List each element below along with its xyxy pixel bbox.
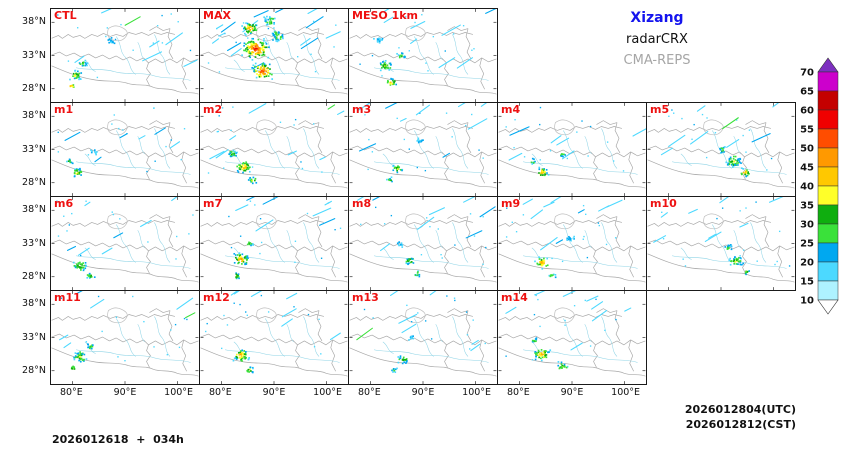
- map-panel-m1: m1: [50, 102, 200, 197]
- colorbar: 70 65 60 55 50 45 40 35 30 25 20 15 10: [792, 56, 840, 322]
- map-panel-m12: m12: [199, 290, 349, 385]
- y-axis-label: 33°N: [22, 331, 46, 343]
- colorbar-tick-label: 30: [800, 220, 814, 231]
- y-axis-label: 38°N: [22, 109, 46, 121]
- map-panel-m11: m11: [50, 290, 200, 385]
- x-axis-label: 90°E: [262, 387, 286, 398]
- map-panel-m10: m10: [646, 196, 796, 291]
- map-panel-m9: m9: [497, 196, 647, 291]
- panel-label: m14: [501, 291, 528, 304]
- map-panel-CTL: CTL: [50, 8, 200, 103]
- x-axis-label: 100°E: [611, 387, 641, 398]
- map-panel-m5: m5: [646, 102, 796, 197]
- panel-label: m12: [203, 291, 230, 304]
- x-axis-label: 100°E: [164, 387, 194, 398]
- x-axis-label: 90°E: [560, 387, 584, 398]
- colorbar-tick-label: 45: [800, 163, 814, 174]
- panel-label: m13: [352, 291, 379, 304]
- map-panel-m6: m6: [50, 196, 200, 291]
- map-panel-m14: m14: [497, 290, 647, 385]
- panel-label: m8: [352, 197, 372, 210]
- map-panel-m3: m3: [348, 102, 498, 197]
- x-axis-label: 80°E: [357, 387, 381, 398]
- colorbar-tick-label: 40: [800, 182, 814, 193]
- map-panel-m7: m7: [199, 196, 349, 291]
- map-panel-m4: m4: [497, 102, 647, 197]
- map-panel-MAX: MAX: [199, 8, 349, 103]
- legend-product: radarCRX: [626, 32, 688, 47]
- colorbar-tick-label: 15: [800, 277, 814, 288]
- panel-label: m2: [203, 103, 223, 116]
- y-axis-label: 38°N: [22, 203, 46, 215]
- y-axis-label: 28°N: [22, 83, 46, 95]
- panel-label: m10: [650, 197, 677, 210]
- legend: Xizang radarCRX CMA-REPS: [598, 10, 716, 68]
- map-panel-m2: m2: [199, 102, 349, 197]
- panel-label: m7: [203, 197, 223, 210]
- panel-label: m5: [650, 103, 670, 116]
- colorbar-tick-label: 25: [800, 239, 814, 250]
- valid-time-utc: 2026012804(UTC): [684, 403, 796, 416]
- x-axis-label: 100°E: [462, 387, 492, 398]
- colorbar-tick-label: 50: [800, 144, 814, 155]
- footer-valid-times: 2026012804(UTC) 2026012812(CST): [640, 402, 796, 432]
- colorbar-tick-label: 70: [800, 68, 814, 79]
- map-panel-MESO-1km: MESO 1km: [348, 8, 498, 103]
- x-axis-label: 90°E: [411, 387, 435, 398]
- panel-label: m3: [352, 103, 372, 116]
- colorbar-tick-label: 65: [800, 87, 814, 98]
- colorbar-tick-label: 60: [800, 106, 814, 117]
- y-axis-label: 33°N: [22, 237, 46, 249]
- panel-label: MESO 1km: [352, 9, 418, 22]
- y-axis-label: 28°N: [22, 365, 46, 377]
- panel-label: CTL: [54, 9, 77, 22]
- panel-label: MAX: [203, 9, 231, 22]
- y-axis-label: 28°N: [22, 177, 46, 189]
- x-axis-label: 90°E: [113, 387, 137, 398]
- x-axis-label: 80°E: [208, 387, 232, 398]
- colorbar-tick-label: 20: [800, 258, 814, 269]
- panel-label: m11: [54, 291, 81, 304]
- legend-system: CMA-REPS: [623, 53, 691, 68]
- init-time-utc: 2026012618 + 034h: [52, 433, 184, 446]
- x-axis-label: 80°E: [506, 387, 530, 398]
- valid-time-cst: 2026012812(CST): [685, 418, 796, 431]
- x-axis-label: 100°E: [313, 387, 343, 398]
- y-axis-label: 38°N: [22, 15, 46, 27]
- y-axis-label: 33°N: [22, 143, 46, 155]
- y-axis-label: 28°N: [22, 271, 46, 283]
- footer-init-times: 2026012618 + 034h 2026012702 + 034h: [52, 402, 184, 450]
- y-axis-label: 38°N: [22, 297, 46, 309]
- colorbar-tick-label: 10: [800, 296, 814, 307]
- map-panel-m8: m8: [348, 196, 498, 291]
- map-panel-m13: m13: [348, 290, 498, 385]
- x-axis-label: 80°E: [59, 387, 83, 398]
- y-axis-label: 33°N: [22, 49, 46, 61]
- legend-region: Xizang: [630, 10, 684, 26]
- panel-label: m1: [54, 103, 74, 116]
- colorbar-tick-label: 35: [800, 201, 814, 212]
- panel-label: m6: [54, 197, 74, 210]
- panel-label: m4: [501, 103, 521, 116]
- colorbar-tick-label: 55: [800, 125, 814, 136]
- panel-label: m9: [501, 197, 521, 210]
